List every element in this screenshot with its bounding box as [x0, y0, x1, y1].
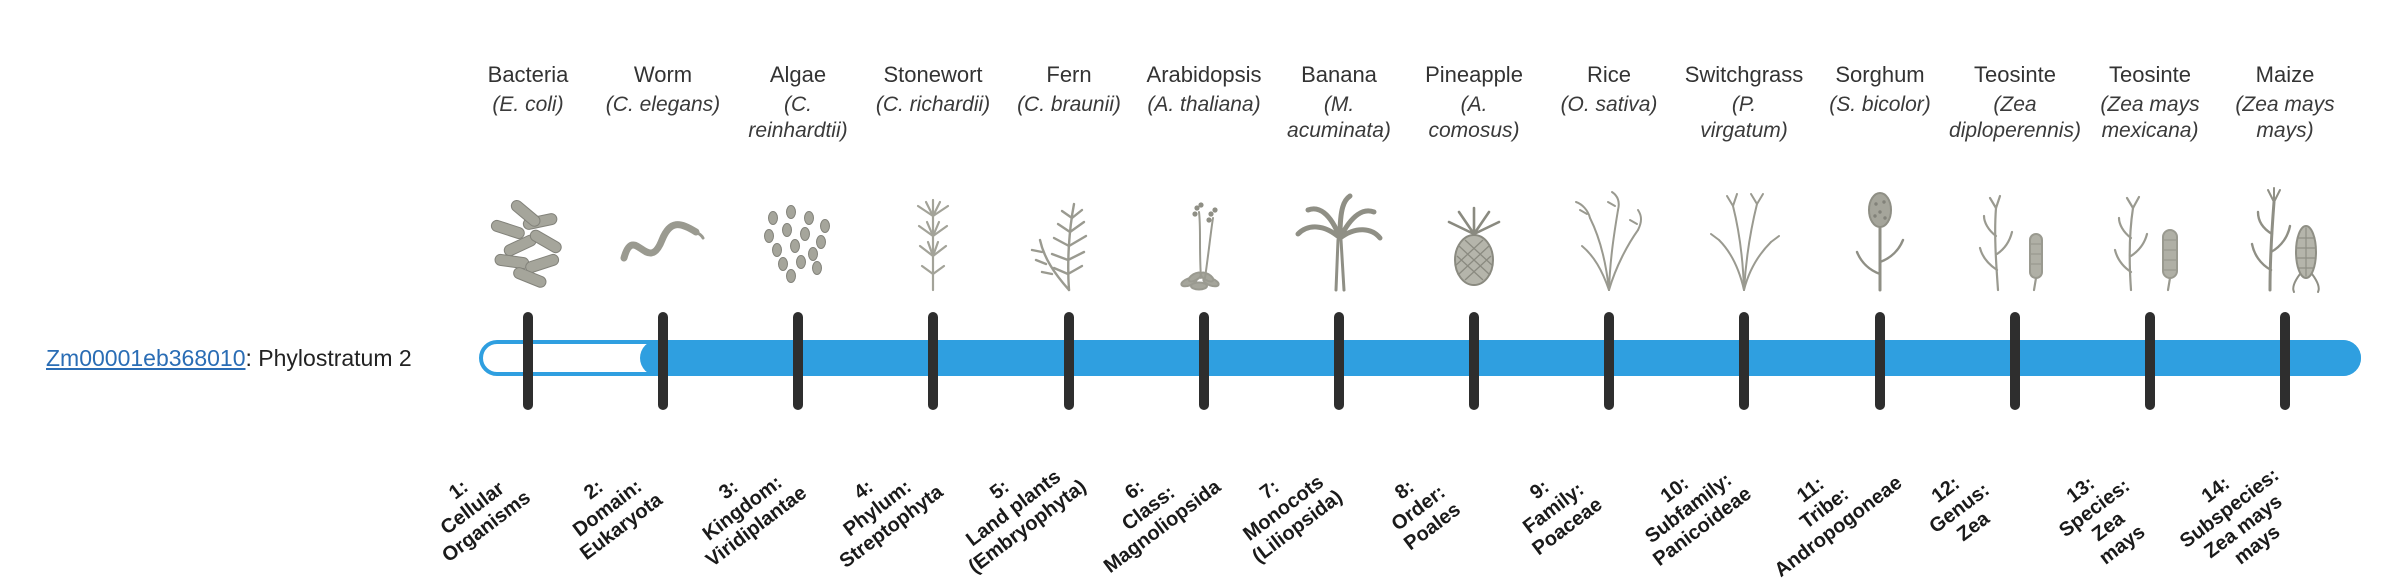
gene-label: Zm00001eb368010: Phylostratum 2: [46, 344, 412, 372]
organism-sci-name: (A. thaliana): [1147, 93, 1261, 116]
organism-name: Maize: [2255, 62, 2315, 87]
organism-sci-name: (C. richardii): [875, 93, 991, 116]
organism-sci-name: (Zea diploperennis): [1949, 93, 2081, 142]
organism-column: Stonewort (C. richardii): [838, 62, 1028, 306]
organism-column: Algae (C. reinhardtii): [703, 62, 893, 306]
organism-sci-name: (C. braunii): [1017, 93, 1121, 116]
timeline-tick: [523, 312, 533, 410]
organism-sci-name: (Zea mays mays): [2235, 93, 2335, 142]
organism-column: Sorghum (S. bicolor): [1785, 62, 1975, 306]
organism-column: Worm (C. elegans): [568, 62, 758, 306]
timeline-tick: [1604, 312, 1614, 410]
organism-column: Arabidopsis (A. thaliana): [1109, 62, 1299, 306]
organism-name: Stonewort: [883, 62, 983, 87]
sorghum-icon: [1825, 178, 1935, 300]
organism-sci-name: (S. bicolor): [1829, 93, 1931, 116]
organism-column: Teosinte (Zea mays mexicana): [2055, 62, 2245, 306]
rice-plant-icon: [1554, 178, 1664, 300]
organism-name: Banana: [1301, 62, 1377, 87]
timeline-tick: [2145, 312, 2155, 410]
worm-icon: [608, 178, 718, 300]
timeline-tick: [2280, 312, 2290, 410]
organism-name: Switchgrass: [1684, 62, 1804, 87]
timeline-tick: [1875, 312, 1885, 410]
algae-icon: [743, 178, 853, 300]
timeline-tick: [1739, 312, 1749, 410]
timeline-tick: [2010, 312, 2020, 410]
organism-sci-name: (C. reinhardtii): [748, 93, 848, 142]
organism-column: Teosinte (Zea diploperennis): [1920, 62, 2110, 306]
organism-name: Rice: [1586, 62, 1631, 87]
organism-name: Teosinte: [1974, 62, 2056, 87]
organism-name: Pineapple: [1425, 62, 1523, 87]
banana-tree-icon: [1284, 178, 1394, 300]
organism-column: Maize (Zea mays mays): [2190, 62, 2380, 306]
organism-name: Sorghum: [1835, 62, 1925, 87]
switchgrass-icon: [1689, 178, 1799, 300]
organism-sci-name: (Zea mays mexicana): [2100, 93, 2200, 142]
organism-column: Banana (M. acuminata): [1244, 62, 1434, 306]
organism-sci-name: (A. comosus): [1428, 93, 1520, 142]
maize-icon: [2230, 178, 2340, 300]
timeline-tick: [1334, 312, 1344, 410]
timeline-tick: [928, 312, 938, 410]
organism-column: Rice (O. sativa): [1514, 62, 1704, 306]
organism-name: Algae: [769, 62, 827, 87]
organism-column: Switchgrass (P. virgatum): [1649, 62, 1839, 306]
organism-column: Fern (C. braunii): [974, 62, 1164, 306]
bacteria-icon: [473, 178, 583, 300]
organism-name: Worm: [633, 62, 693, 87]
organism-name: Bacteria: [487, 62, 569, 87]
organism-sci-name: (M. acuminata): [1287, 93, 1391, 142]
pineapple-icon: [1419, 178, 1529, 300]
gene-link[interactable]: Zm00001eb368010: [46, 345, 246, 371]
organism-name: Teosinte: [2109, 62, 2191, 87]
gene-phylostratum-text: : Phylostratum 2: [245, 345, 412, 371]
organism-name: Fern: [1046, 62, 1092, 87]
organism-column: Pineapple (A. comosus): [1379, 62, 1569, 306]
organism-sci-name: (E. coli): [492, 93, 564, 116]
organism-sci-name: (C. elegans): [605, 93, 721, 116]
fern-icon: [1014, 178, 1124, 300]
organism-name: Arabidopsis: [1146, 62, 1262, 87]
timeline-tick: [658, 312, 668, 410]
timeline-tick: [1199, 312, 1209, 410]
organism-column: Bacteria (E. coli): [433, 62, 623, 306]
teosinte-mexicana-icon: [2095, 178, 2205, 300]
organism-sci-name: (P. virgatum): [1700, 93, 1788, 142]
teosinte-diploperennis-icon: [1960, 178, 2070, 300]
timeline-tick: [1064, 312, 1074, 410]
stonewort-icon: [878, 178, 988, 300]
timeline-tick: [1469, 312, 1479, 410]
organism-sci-name: (O. sativa): [1560, 93, 1658, 116]
arabidopsis-icon: [1149, 178, 1259, 300]
timeline-bar-fill: [640, 340, 2361, 376]
timeline-tick: [793, 312, 803, 410]
